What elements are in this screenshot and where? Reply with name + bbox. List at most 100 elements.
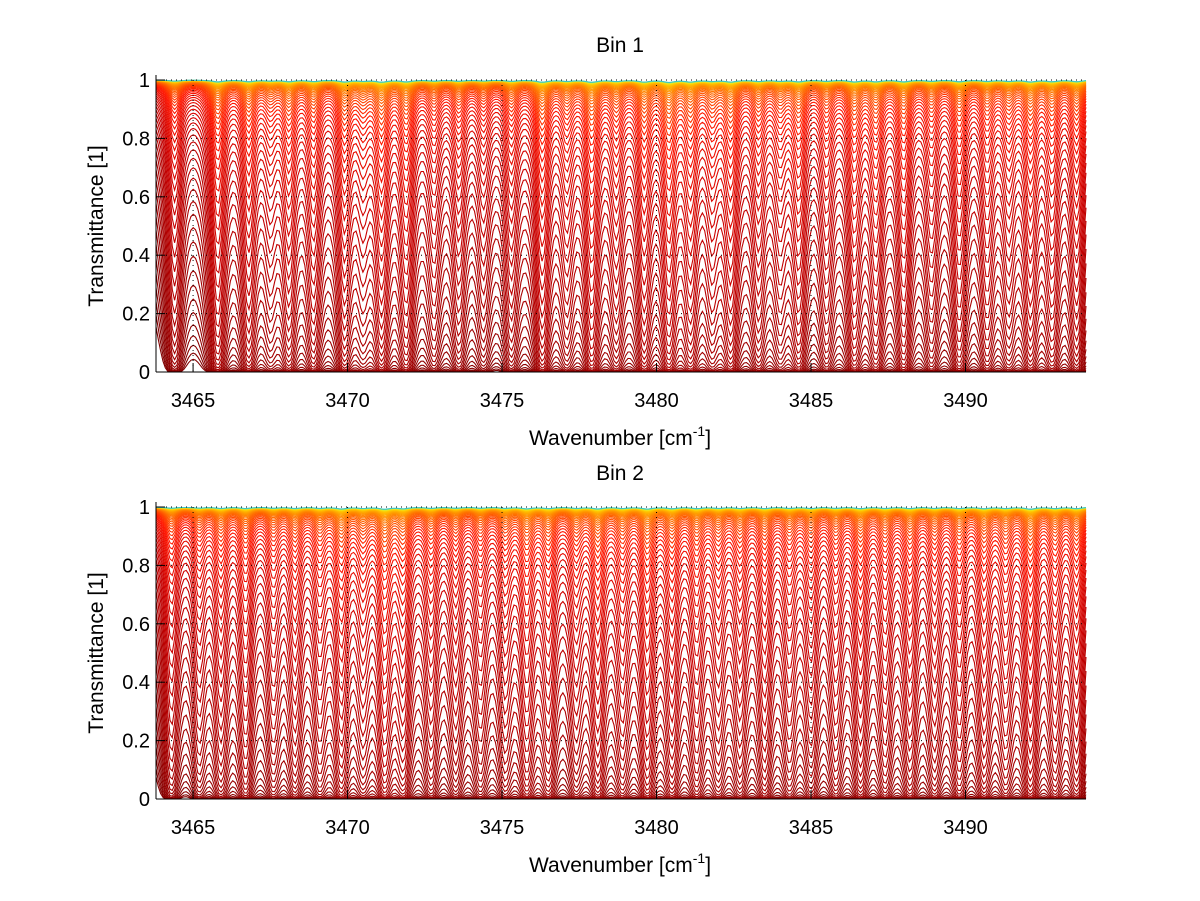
spectrum-line-12 <box>155 179 1087 372</box>
y-tick-label: 0.4 <box>122 672 150 694</box>
spectrum-line-31 <box>155 88 1087 181</box>
spectrum-line-28 <box>155 525 1087 635</box>
y-tick-label: 0.2 <box>122 731 150 753</box>
spectrum-line-41 <box>155 509 1087 535</box>
spectrum-line-20 <box>155 558 1087 746</box>
spectrum-line-60 <box>156 79 1087 83</box>
spectrum-line-23 <box>155 542 1087 705</box>
spectrum-line-31 <box>155 519 1087 600</box>
grid-lines <box>156 506 1086 799</box>
y-tick-label: 1 <box>139 497 150 519</box>
y-tick-label: 0.4 <box>122 245 150 267</box>
spectrum-line-41 <box>155 81 1087 111</box>
spectrum-line-14 <box>155 159 1087 369</box>
x-tick-label: 3465 <box>171 817 216 839</box>
y-axis-label: Transmittance [1] <box>85 572 108 733</box>
spectrum-line-20 <box>155 118 1087 328</box>
grid-lines <box>156 79 1086 372</box>
x-tick-label: 3490 <box>943 390 988 412</box>
spectrum-line-33 <box>155 516 1087 581</box>
spectrum-line-25 <box>155 534 1087 676</box>
spectrum-line-18 <box>155 129 1087 347</box>
spectrum-line-13 <box>155 623 1087 796</box>
spectrum-line-10 <box>155 203 1087 373</box>
y-tick-label: 0 <box>139 362 150 384</box>
spectrum-line-42 <box>155 81 1087 107</box>
x-tick-label: 3475 <box>480 817 525 839</box>
spectrum-line-9 <box>155 216 1087 373</box>
spectrum-line-15 <box>155 600 1087 790</box>
spectrum-line-40 <box>155 82 1087 115</box>
x-tick-label: 3470 <box>325 390 370 412</box>
spectrum-line-15 <box>155 150 1087 366</box>
x-axis-label: Wavenumber [cm-1] <box>529 850 711 877</box>
spectrum-line-38 <box>155 511 1087 548</box>
spectrum-line-42 <box>155 509 1087 532</box>
x-tick-label: 3480 <box>634 817 679 839</box>
spectrum-line-35 <box>155 84 1087 144</box>
x-tick-labels: 3465 3470 3475 3480 3485 3490 <box>171 390 988 412</box>
spectrum-line-10 <box>155 662 1087 800</box>
spectrum-line-30 <box>155 89 1087 192</box>
spectrum-line-24 <box>155 538 1087 691</box>
spectrum-line-22 <box>155 547 1087 720</box>
spectra-curves <box>155 79 1087 373</box>
spectrum-line-43 <box>155 81 1087 104</box>
spectrum-line-11 <box>155 191 1087 372</box>
spectrum-line-8 <box>155 229 1087 373</box>
subplot-bin-2: Bin 2 3465 3470 3475 3480 3485 3490 0 0.2 0.4 0.… <box>85 462 1087 877</box>
spectrum-line-43 <box>155 508 1087 529</box>
spectrum-line-39 <box>155 82 1087 119</box>
spectrum-line-16 <box>155 142 1087 361</box>
spectrum-line-49 <box>155 80 1087 91</box>
spectrum-line-39 <box>155 510 1087 543</box>
y-tick-labels: 0 0.2 0.4 0.6 0.8 1 <box>122 70 150 384</box>
y-tick-label: 0.6 <box>122 614 150 636</box>
spectrum-line-11 <box>155 648 1087 799</box>
spectrum-line-19 <box>155 565 1087 758</box>
spectrum-line-4 <box>155 746 1087 800</box>
spectrum-line-29 <box>155 91 1087 204</box>
spectrum-line-32 <box>155 87 1087 170</box>
x-tick-label: 3475 <box>480 390 525 412</box>
spectrum-line-44 <box>155 81 1087 101</box>
spectrum-line-45 <box>155 508 1087 524</box>
x-tick-label: 3485 <box>789 817 834 839</box>
spectrum-line-50 <box>155 80 1087 90</box>
y-tick-label: 0.6 <box>122 187 150 209</box>
spectrum-line-36 <box>155 513 1087 559</box>
spectrum-line-27 <box>155 95 1087 231</box>
x-tick-label: 3480 <box>634 390 679 412</box>
spectrum-line-34 <box>155 514 1087 573</box>
spectrum-line-33 <box>155 86 1087 161</box>
spectrum-line-29 <box>155 523 1087 623</box>
spectrum-line-26 <box>155 97 1087 245</box>
spectrum-line-40 <box>155 510 1087 539</box>
spectrum-line-19 <box>155 123 1087 338</box>
y-tick-label: 0.2 <box>122 304 150 326</box>
spectrum-line-23 <box>155 105 1087 288</box>
x-tick-label: 3485 <box>789 390 834 412</box>
x-tick-labels: 3465 3470 3475 3480 3485 3490 <box>171 817 988 839</box>
subplot-bin-1: Bin 1 3465 3470 3475 3480 3485 3490 0 0.2 0.4 0.… <box>85 34 1087 450</box>
spectrum-line-21 <box>155 113 1087 315</box>
axes <box>155 502 1086 800</box>
spectrum-line-45 <box>155 80 1087 99</box>
spectrum-line-46 <box>155 80 1087 96</box>
y-tick-label: 0 <box>139 789 150 811</box>
spectrum-line-13 <box>155 169 1087 371</box>
axes <box>155 75 1086 373</box>
x-tick-label: 3470 <box>325 817 370 839</box>
spectrum-line-47 <box>155 80 1087 95</box>
spectrum-line-34 <box>155 85 1087 152</box>
x-axis-label: Wavenumber [cm-1] <box>529 423 711 450</box>
spectrum-line-27 <box>155 528 1087 648</box>
y-tick-label: 1 <box>139 70 150 92</box>
spectrum-line-36 <box>155 84 1087 137</box>
spectrum-line-9 <box>155 676 1087 800</box>
spectrum-line-22 <box>155 109 1087 302</box>
spectra-curves <box>155 506 1087 800</box>
chart-title: Bin 2 <box>596 462 644 485</box>
spectrum-line-48 <box>155 80 1087 93</box>
